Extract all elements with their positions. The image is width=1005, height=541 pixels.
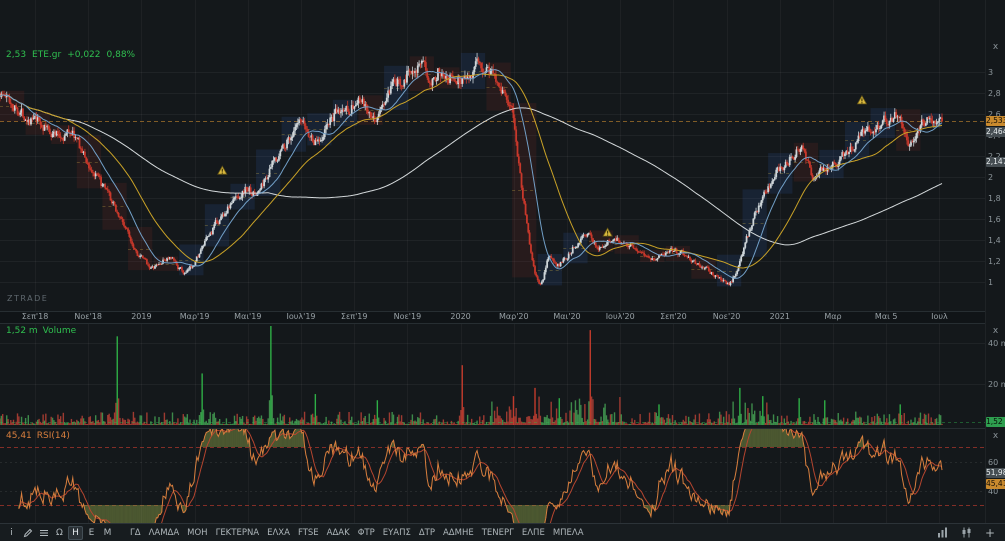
date-label: Μαρ'19: [180, 312, 210, 321]
date-label: Σεπ'18: [22, 312, 49, 321]
ticker-tab-ΑΔΜΗΕ[interactable]: ΑΔΜΗΕ: [439, 526, 478, 540]
date-label: Μαι'20: [553, 312, 580, 321]
ticker-tab-ΕΛΠΕ[interactable]: ΕΛΠΕ: [518, 526, 549, 540]
volume-chart-button[interactable]: [935, 526, 949, 540]
date-label: Μαι 5: [875, 312, 898, 321]
ticker-tab-FTSE[interactable]: FTSE: [294, 526, 323, 540]
add-symbol-button[interactable]: +: [983, 527, 997, 539]
bottom-toolbar: i Ω Η Ε Μ ΓΔΛΑΜΔΑΜΟΗΓΕΚΤΕΡΝΑΕΛΧΑFTSEΑΔΑΚ…: [0, 523, 1005, 541]
ticker-tab-ΕΛΧΑ[interactable]: ΕΛΧΑ: [263, 526, 294, 540]
ticker-tab-ΤΕΝΕΡΓ[interactable]: ΤΕΝΕΡΓ: [478, 526, 518, 540]
info-button[interactable]: i: [4, 526, 19, 540]
candlestick-icon: [961, 527, 972, 538]
price-tick: 1,2: [988, 257, 1001, 266]
volume-tick: 40 m: [988, 339, 1005, 348]
ma-slow-badge: 2,147: [986, 157, 1005, 167]
date-label: Νοε'19: [394, 312, 422, 321]
volume-tick: 20 m: [988, 380, 1005, 389]
date-label: Μαρ'20: [499, 312, 529, 321]
volume-panel-header: 1,52 m Volume: [6, 326, 76, 336]
date-label: Νοε'20: [713, 312, 741, 321]
pencil-icon: [23, 528, 33, 538]
rsi-panel-close-icon[interactable]: x: [990, 431, 1001, 442]
date-label: Σεπ'20: [660, 312, 687, 321]
bar-chart-icon: [937, 527, 948, 538]
date-label: 2021: [770, 312, 790, 321]
date-label: Μαρ: [824, 312, 841, 321]
price-tick: 3: [988, 68, 993, 77]
chart-canvas[interactable]: [0, 0, 985, 523]
symbol-quote: 2,53 ETE.gr +0,022 0,88%: [6, 50, 135, 60]
timeframe-daily-button[interactable]: Η: [68, 526, 83, 540]
price-axis[interactable]: 32,82,62,42,221,81,61,41,2140 m20 m60402…: [985, 0, 1005, 523]
date-label: 2020: [450, 312, 470, 321]
rsi-tick: 60: [988, 458, 998, 467]
last-price: 2,53: [6, 50, 26, 60]
rsi-value: 45,41: [6, 431, 32, 441]
volume-value: 1,52 m: [6, 326, 38, 336]
rsi-label: RSI(14): [37, 431, 70, 441]
ticker-tab-ΓΔ[interactable]: ΓΔ: [126, 526, 145, 540]
rsi-panel-header: 45,41 RSI(14): [6, 431, 70, 441]
date-label: Σεπ'19: [341, 312, 368, 321]
ma-fast-badge: 2,464: [986, 127, 1005, 137]
volume-label: Volume: [43, 326, 76, 336]
price-tick: 1,4: [988, 236, 1001, 245]
rsi-signal-badge: 51,98: [986, 468, 1005, 478]
ticker-tab-ΔΤΡ[interactable]: ΔΤΡ: [415, 526, 439, 540]
price-tick: 1,8: [988, 194, 1001, 203]
ztrade-watermark: ZTRADE: [7, 294, 48, 303]
timeframe-monthly-button[interactable]: Μ: [100, 526, 115, 540]
price-tick: 2: [988, 173, 993, 182]
ticker-tab-ΜΟΗ[interactable]: ΜΟΗ: [183, 526, 211, 540]
date-label: 2019: [131, 312, 151, 321]
rsi-value-badge: 45,41: [986, 479, 1005, 489]
price-tick: 1,6: [988, 215, 1001, 224]
ticker-tab-ΓΕΚΤΕΡΝΑ[interactable]: ΓΕΚΤΕΡΝΑ: [212, 526, 264, 540]
list-icon: [39, 528, 49, 538]
timeframe-weekly-button[interactable]: Ε: [84, 526, 99, 540]
draw-tools-button[interactable]: [20, 526, 35, 540]
ticker-tabs: ΓΔΛΑΜΔΑΜΟΗΓΕΚΤΕΡΝΑΕΛΧΑFTSEΑΔΑΚΦΤΡΕΥΑΠΣΔΤ…: [126, 526, 588, 540]
price-tick: 1: [988, 278, 993, 287]
indicator-list-button[interactable]: [36, 526, 51, 540]
last-price-badge: 2,533: [986, 116, 1005, 126]
symbol-name: ETE.gr: [32, 50, 61, 60]
date-label: Ιουλ'20: [606, 312, 635, 321]
ticker-tab-ΑΔΑΚ[interactable]: ΑΔΑΚ: [323, 526, 354, 540]
date-label: Ιουλ: [931, 312, 948, 321]
price-tick: 2,8: [988, 89, 1001, 98]
time-axis[interactable]: Σεπ'18 Νοε'18 2019 Μαρ'19 Μαι'19 Ιουλ'19 Σεπ'1…: [0, 311, 985, 323]
date-label: Μαι'19: [234, 312, 261, 321]
date-label: Ιουλ'19: [287, 312, 316, 321]
price-change: +0,022: [67, 50, 100, 60]
date-label: Νοε'18: [74, 312, 102, 321]
ticker-tab-ΕΥΑΠΣ[interactable]: ΕΥΑΠΣ: [379, 526, 415, 540]
toolbar-right: +: [935, 526, 997, 540]
ztrade-chart-window: 2,53 ETE.gr +0,022 0,88% ZTRADE 1,52 m V…: [0, 0, 1005, 541]
volume-last-badge: 1,52 m: [986, 417, 1005, 427]
ticker-tab-ΛΑΜΔΑ[interactable]: ΛΑΜΔΑ: [145, 526, 184, 540]
chart-style-button[interactable]: [959, 526, 973, 540]
price-change-pct: 0,88%: [107, 50, 136, 60]
price-panel-close-icon[interactable]: x: [990, 42, 1001, 53]
volume-panel-close-icon[interactable]: x: [990, 326, 1001, 337]
ticker-tab-ΦΤΡ[interactable]: ΦΤΡ: [354, 526, 379, 540]
omega-button[interactable]: Ω: [52, 526, 67, 540]
ticker-tab-ΜΠΕΛΑ[interactable]: ΜΠΕΛΑ: [549, 526, 588, 540]
